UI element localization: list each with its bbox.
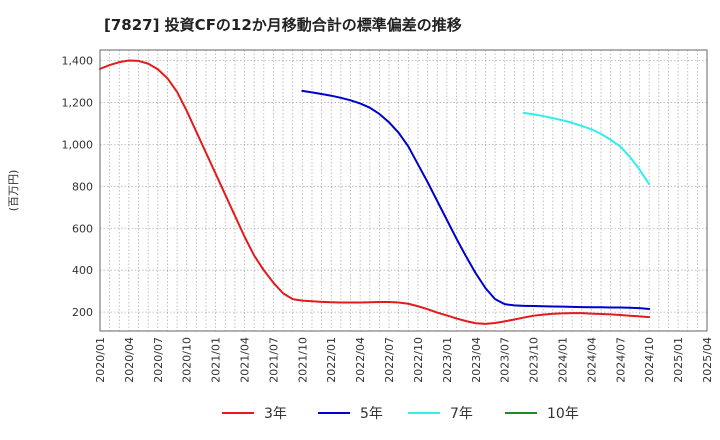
series-line-7年 — [522, 111, 651, 186]
x-tick-label: 2023/01 — [441, 337, 454, 383]
x-tick-label: 2021/01 — [210, 337, 223, 383]
grid-lines — [99, 50, 708, 331]
legend-label: 7年 — [450, 406, 473, 422]
y-tick-label: 800 — [72, 180, 93, 193]
legend-label: 3年 — [264, 406, 287, 422]
series-lines — [99, 59, 651, 325]
x-tick-label: 2020/01 — [94, 337, 107, 383]
x-tick-label: 2025/01 — [672, 337, 685, 383]
x-tick-label: 2021/07 — [267, 337, 280, 383]
x-tick-label: 2024/01 — [556, 337, 569, 383]
x-tick-label: 2023/10 — [528, 337, 541, 383]
legend: 3年 5年 7年 10年 — [222, 406, 579, 422]
legend-label: 10年 — [547, 406, 579, 422]
legend-label: 5年 — [360, 406, 383, 422]
x-tick-label: 2023/04 — [470, 337, 483, 383]
y-tick-label: 600 — [72, 222, 93, 235]
x-tick-label: 2025/04 — [701, 337, 714, 383]
axes: 200 400 600 800 1,000 1,200 1,400 2020/01 2020/0… — [62, 49, 714, 383]
y-tick-label: 1,400 — [62, 54, 94, 67]
series-line-5年 — [301, 89, 651, 310]
plot-frame — [99, 49, 708, 332]
x-tick-label: 2021/04 — [239, 337, 252, 383]
x-tick-label: 2022/07 — [383, 337, 396, 383]
x-tick-label: 2021/10 — [296, 337, 309, 383]
y-tick-label: 1,000 — [62, 138, 94, 151]
x-tick-label: 2022/10 — [412, 337, 425, 383]
x-tick-label: 2023/07 — [499, 337, 512, 383]
x-tick-label: 2020/04 — [123, 337, 136, 383]
x-tick-label: 2024/10 — [643, 337, 656, 383]
chart-title: [7827] 投資CFの12か月移動合計の標準偏差の推移 — [104, 16, 462, 34]
y-tick-label: 400 — [72, 264, 93, 277]
x-tick-label: 2020/07 — [152, 337, 165, 383]
series-line-3年 — [99, 59, 651, 325]
y-axis-label: (百万円) — [7, 170, 20, 212]
x-tick-label: 2024/07 — [614, 337, 627, 383]
x-tick-label: 2022/01 — [325, 337, 338, 383]
x-tick-label: 2020/10 — [181, 337, 194, 383]
x-tick-label: 2022/04 — [354, 337, 367, 383]
y-tick-label: 200 — [72, 306, 93, 319]
y-tick-label: 1,200 — [62, 96, 94, 109]
x-tick-label: 2024/04 — [585, 337, 598, 383]
